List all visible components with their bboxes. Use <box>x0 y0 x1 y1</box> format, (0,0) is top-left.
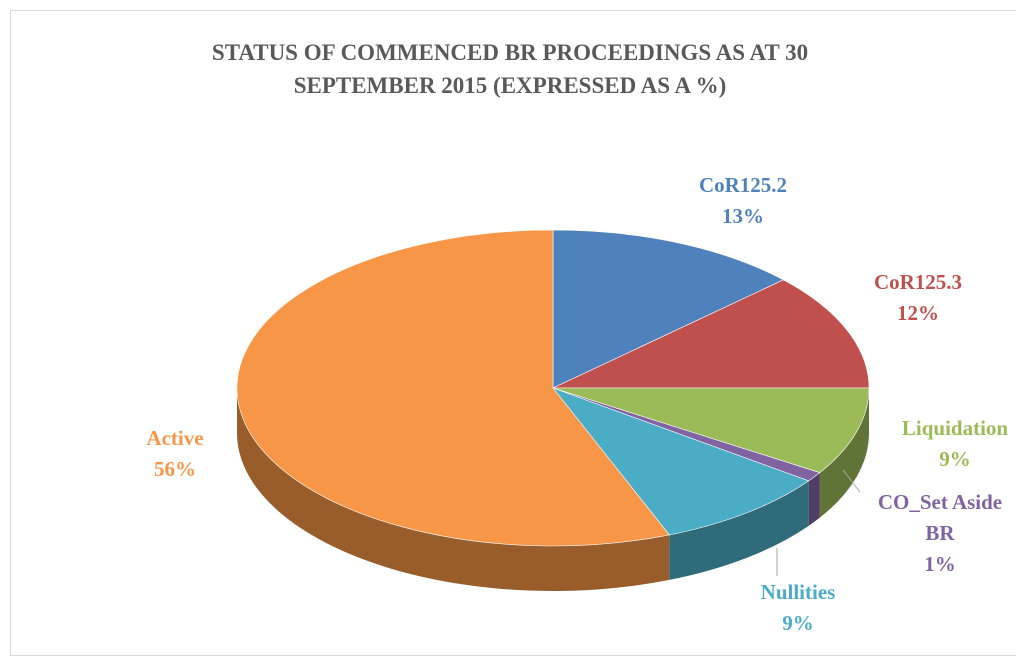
slice-side <box>237 388 670 591</box>
category-label: CoR125.3 <box>873 270 963 294</box>
slice <box>552 279 870 389</box>
slice <box>552 387 810 536</box>
data-label: CoR125.2 13% <box>668 170 818 232</box>
data-label: Nullities 9% <box>723 577 873 639</box>
value-label: 13% <box>722 204 764 228</box>
slice <box>552 387 870 473</box>
pie-tops <box>236 229 870 547</box>
value-label: 12% <box>897 301 939 325</box>
value-label: 56% <box>154 457 196 481</box>
category-label: CO_Set Aside BR <box>877 490 1003 545</box>
data-label: CO_Set Aside BR 1% <box>865 487 1015 580</box>
slice <box>552 229 785 389</box>
leader-line <box>842 469 861 493</box>
category-label: Active <box>146 426 204 450</box>
category-label: Liquidation <box>901 416 1009 440</box>
value-label: 9% <box>939 447 971 471</box>
chart-frame <box>10 10 1016 656</box>
slice <box>236 229 670 547</box>
slice-side <box>819 388 869 518</box>
slice-side <box>808 472 820 526</box>
chart-title: STATUS OF COMMENCED BR PROCEEDINGS AS AT… <box>211 40 809 98</box>
slice-side <box>669 480 809 580</box>
data-label: Liquidation 9% <box>880 413 1016 475</box>
category-label: CoR125.2 <box>698 173 788 197</box>
value-label: 1% <box>924 552 956 576</box>
value-label: 9% <box>782 611 814 635</box>
data-label: CoR125.3 12% <box>843 267 993 329</box>
category-label: Nullities <box>760 580 836 604</box>
pie-sides <box>237 388 869 591</box>
data-label: Active 56% <box>100 423 250 485</box>
